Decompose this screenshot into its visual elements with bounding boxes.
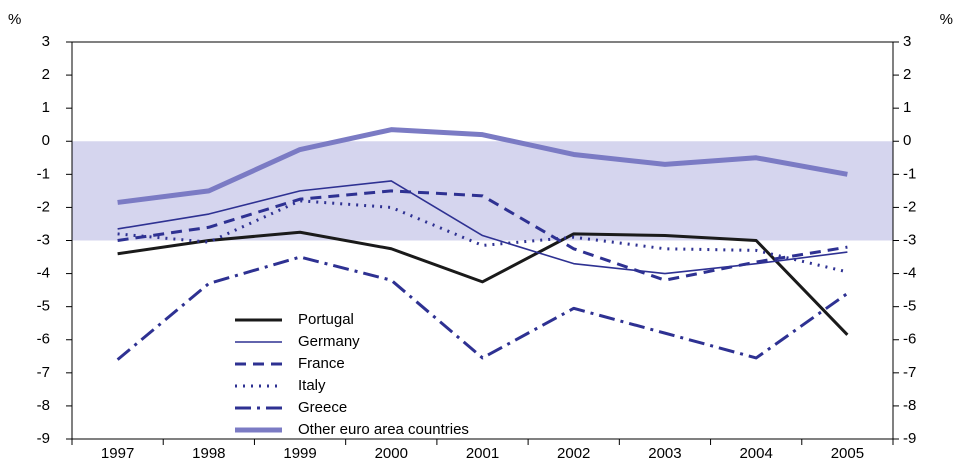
y-tick-label: -7 xyxy=(37,364,50,381)
y-axis-unit: % xyxy=(8,11,21,28)
series-line xyxy=(117,127,848,205)
y2-tick-label: -4 xyxy=(903,265,916,282)
y2-tick-label: -3 xyxy=(903,231,916,248)
y-tick-label: 0 xyxy=(42,132,50,149)
legend-label: Portugal xyxy=(298,311,354,328)
series-line xyxy=(117,230,849,336)
series-line xyxy=(116,255,849,361)
y2-tick-label: -8 xyxy=(903,397,916,414)
x-tick-label: 2004 xyxy=(739,445,772,462)
y2-tick-label: 3 xyxy=(903,33,911,50)
y2-tick-label: -6 xyxy=(903,331,916,348)
y-tick-label: -9 xyxy=(37,430,50,447)
x-tick-label: 1998 xyxy=(192,445,225,462)
y2-tick-label: 0 xyxy=(903,132,911,149)
legend-label: Greece xyxy=(298,399,347,416)
y2-axis-unit: % xyxy=(940,11,953,28)
y-tick-label: -4 xyxy=(37,265,50,282)
y-tick-label: -5 xyxy=(37,298,50,315)
x-tick-label: 2002 xyxy=(557,445,590,462)
x-tick-label: 2000 xyxy=(375,445,408,462)
y2-tick-label: -7 xyxy=(903,364,916,381)
y2-tick-label: -9 xyxy=(903,430,916,447)
x-tick-label: 1999 xyxy=(283,445,316,462)
x-tick-label: 1997 xyxy=(101,445,134,462)
series-line xyxy=(117,189,848,282)
y2-tick-label: 1 xyxy=(903,99,911,116)
x-tick-label: 2001 xyxy=(466,445,499,462)
y-tick-label: 3 xyxy=(42,33,50,50)
legend-label: Germany xyxy=(298,333,360,350)
x-tick-label: 2003 xyxy=(648,445,681,462)
y2-tick-label: 2 xyxy=(903,66,911,83)
y-tick-label: -3 xyxy=(37,231,50,248)
y-tick-label: 1 xyxy=(42,99,50,116)
y2-tick-label: -2 xyxy=(903,198,916,215)
y-tick-label: -6 xyxy=(37,331,50,348)
y2-tick-label: -5 xyxy=(903,298,916,315)
y-tick-label: -2 xyxy=(37,198,50,215)
y-tick-label: -1 xyxy=(37,165,50,182)
x-tick-label: 2005 xyxy=(831,445,864,462)
y-tick-label: -8 xyxy=(37,397,50,414)
legend-label: France xyxy=(298,355,345,372)
legend-label: Italy xyxy=(298,377,326,394)
y-tick-label: 2 xyxy=(42,66,50,83)
y2-tick-label: -1 xyxy=(903,165,916,182)
legend-label: Other euro area countries xyxy=(298,421,469,438)
